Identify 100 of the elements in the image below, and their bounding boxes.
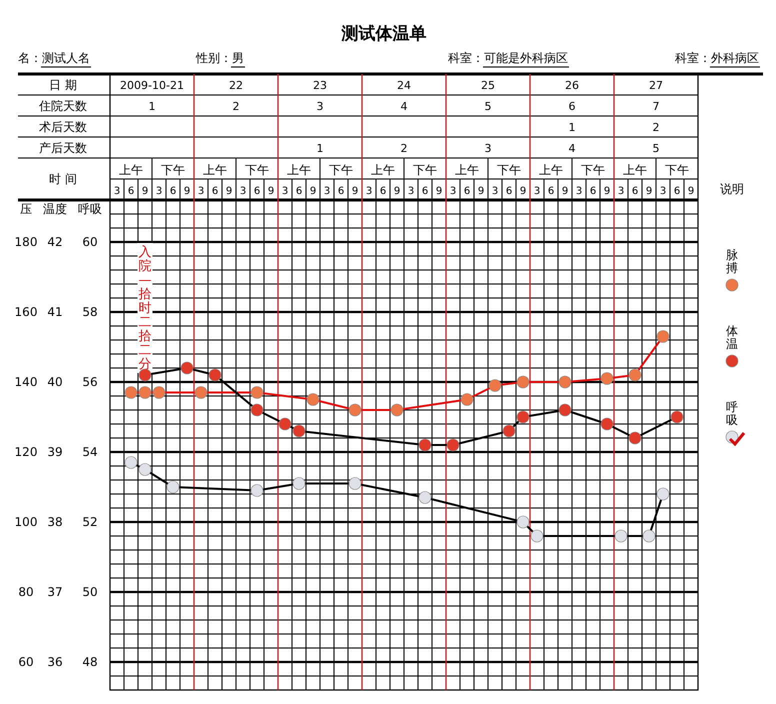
text: 住院天数 (38, 99, 87, 113)
chart-title: 测试体温单 (340, 24, 426, 44)
text: 上午 (371, 163, 395, 177)
text: 日 期 (49, 78, 77, 92)
y2-tick-label: 60 (82, 235, 98, 249)
text: 1 (148, 100, 156, 113)
x-tick-label: 9 (226, 186, 232, 197)
y3-tick-label: 160 (14, 305, 38, 319)
y2-tick-label: 56 (82, 375, 98, 389)
x-tick-label: 3 (450, 186, 456, 197)
text: 下午 (581, 163, 605, 177)
x-tick-label: 9 (604, 186, 610, 197)
text: 2 (232, 100, 240, 113)
text: 2 (652, 121, 660, 134)
text: 4 (568, 142, 576, 155)
text: 26 (565, 79, 579, 92)
x-tick-label: 3 (576, 186, 582, 197)
text: 下午 (329, 163, 353, 177)
x-tick-label: 3 (156, 186, 162, 197)
y2-tick-label: 50 (82, 585, 98, 599)
x-tick-label: 6 (632, 186, 638, 197)
y-tick-label: 39 (47, 445, 63, 459)
text: 入院—拾时二拾二分 (138, 245, 152, 372)
x-tick-label: 9 (436, 186, 442, 197)
text: 1 (568, 121, 576, 134)
x-tick-label: 9 (352, 186, 358, 197)
text: 25 (481, 79, 495, 92)
text: 6 (568, 100, 576, 113)
text: 4 (400, 100, 408, 113)
x-tick-label: 9 (520, 186, 526, 197)
y-tick-label: 42 (47, 235, 63, 249)
y2-axis-title: 呼吸 (78, 202, 102, 216)
x-tick-label: 3 (366, 186, 372, 197)
y-tick-label: 37 (47, 585, 63, 599)
y2-tick-label: 54 (82, 445, 98, 459)
text: 下午 (161, 163, 185, 177)
text: 下午 (245, 163, 269, 177)
text: 5 (484, 100, 492, 113)
x-tick-label: 9 (268, 186, 274, 197)
x-tick-label: 3 (282, 186, 288, 197)
text: 脉搏 (726, 248, 738, 275)
x-tick-label: 6 (254, 186, 260, 197)
x-tick-label: 6 (128, 186, 134, 197)
text: 24 (397, 79, 411, 92)
legend-title: 说明 (720, 182, 744, 196)
x-tick-label: 6 (674, 186, 680, 197)
text: 1 (316, 142, 324, 155)
text: 名：测试人名 (18, 51, 90, 65)
x-tick-label: 3 (240, 186, 246, 197)
y3-axis-title: 压 (20, 202, 32, 216)
text: 时 间 (49, 172, 77, 186)
text: 体温 (726, 324, 738, 351)
y2-tick-label: 58 (82, 305, 98, 319)
text: 上午 (455, 163, 479, 177)
text: 7 (652, 100, 660, 113)
text: 27 (649, 79, 663, 92)
text: 下午 (497, 163, 521, 177)
text: 下午 (665, 163, 689, 177)
text: 上午 (119, 163, 143, 177)
x-tick-label: 9 (142, 186, 148, 197)
text: 呼吸 (726, 400, 738, 427)
x-tick-label: 6 (380, 186, 386, 197)
text: 3 (316, 100, 324, 113)
text: 上午 (203, 163, 227, 177)
x-tick-label: 9 (646, 186, 652, 197)
x-tick-label: 9 (478, 186, 484, 197)
x-tick-label: 6 (296, 186, 302, 197)
x-tick-label: 3 (660, 186, 666, 197)
x-tick-label: 6 (464, 186, 470, 197)
x-tick-label: 6 (212, 186, 218, 197)
x-tick-label: 6 (338, 186, 344, 197)
text: 上午 (287, 163, 311, 177)
text: 性别：男 (195, 51, 244, 65)
x-tick-label: 3 (534, 186, 540, 197)
y3-tick-label: 120 (14, 445, 38, 459)
text: 术后天数 (39, 120, 87, 134)
text: 下午 (413, 163, 437, 177)
y-tick-label: 40 (47, 375, 63, 389)
x-tick-label: 3 (492, 186, 498, 197)
y3-tick-label: 100 (14, 515, 38, 529)
y2-tick-label: 48 (82, 655, 98, 669)
y3-tick-label: 180 (14, 235, 38, 249)
y-tick-label: 38 (47, 515, 63, 529)
y-axis-title: 温度 (43, 202, 67, 216)
x-tick-label: 3 (198, 186, 204, 197)
y3-tick-label: 140 (14, 375, 38, 389)
text: 3 (484, 142, 492, 155)
text: 23 (313, 79, 327, 92)
text: 科室：可能是外科病区 (448, 51, 568, 65)
x-tick-label: 9 (394, 186, 400, 197)
x-tick-label: 9 (688, 186, 694, 197)
x-tick-label: 6 (548, 186, 554, 197)
x-tick-label: 6 (170, 186, 176, 197)
x-tick-label: 6 (422, 186, 428, 197)
text: 22 (229, 79, 243, 92)
text: 上午 (623, 163, 647, 177)
y3-tick-label: 80 (18, 585, 34, 599)
y-tick-label: 36 (47, 655, 63, 669)
text: 上午 (539, 163, 563, 177)
text: 科室：外科病区 (675, 51, 759, 65)
